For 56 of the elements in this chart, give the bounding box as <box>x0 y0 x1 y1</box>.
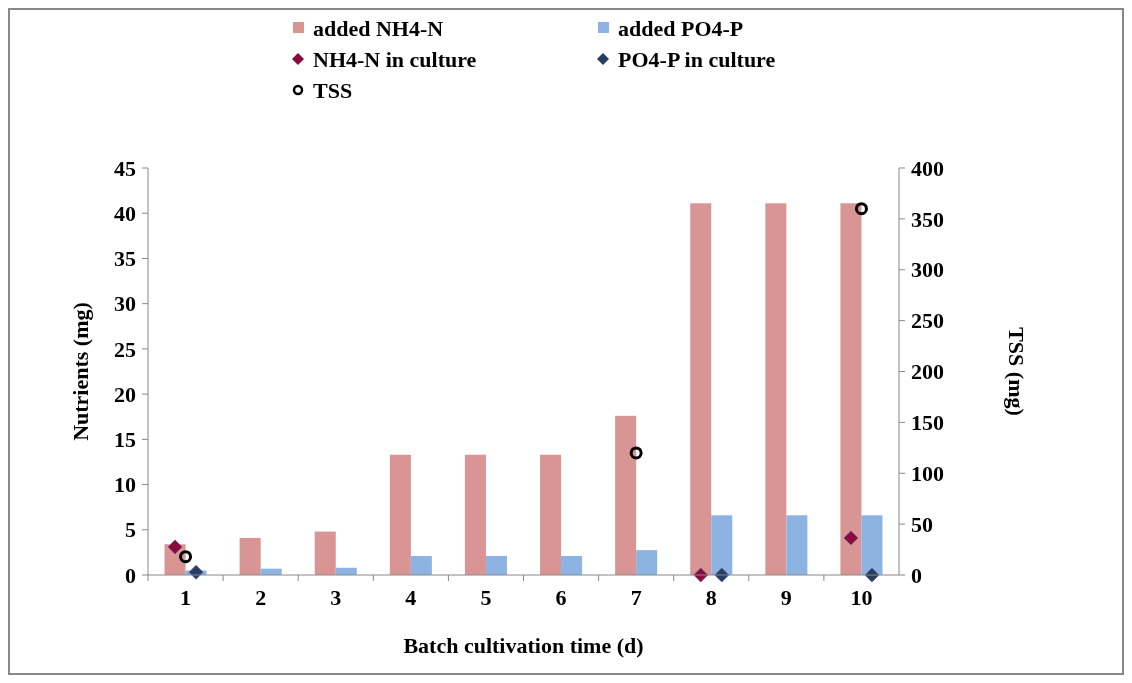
y2-tick-label: 400 <box>911 155 944 181</box>
bar <box>690 203 712 575</box>
x-axis-title: Batch cultivation time (d) <box>403 633 644 658</box>
x-tick-label: 9 <box>780 585 792 610</box>
y2-tick-label: 300 <box>911 257 944 283</box>
x-tick-label: 4 <box>405 585 417 610</box>
y2-tick-label: 150 <box>911 410 944 436</box>
bar <box>711 515 733 575</box>
bar <box>840 203 862 575</box>
y-tick-label: 5 <box>125 517 136 543</box>
y-tick-label: 15 <box>114 427 136 453</box>
x-tick-label: 1 <box>180 585 192 610</box>
bar <box>561 556 583 575</box>
legend-label: added NH4-N <box>313 15 444 41</box>
x-tick-label: 5 <box>480 585 492 610</box>
bar <box>485 556 507 575</box>
y-tick-label: 20 <box>114 381 136 407</box>
bar <box>615 415 637 575</box>
bar <box>239 537 261 575</box>
legend-label: PO4-P in culture <box>618 46 776 72</box>
y-tick-label: 45 <box>114 155 136 181</box>
bar <box>389 454 411 575</box>
y-axis-title: Nutrients (mg) <box>68 302 93 441</box>
bar <box>861 515 883 575</box>
x-tick-label: 2 <box>255 585 267 610</box>
x-tick-label: 6 <box>555 585 567 610</box>
point <box>179 550 193 564</box>
y2-tick-label: 50 <box>911 511 933 537</box>
bar <box>464 454 486 575</box>
bar <box>540 454 562 575</box>
y2-tick-label: 200 <box>911 359 944 385</box>
bar <box>636 550 658 575</box>
point <box>854 202 868 216</box>
y2-tick-label: 100 <box>911 460 944 486</box>
y-tick-label: 40 <box>114 200 136 226</box>
y2-tick-label: 350 <box>911 206 944 232</box>
x-tick-label: 7 <box>630 585 642 610</box>
legend-label: added PO4-P <box>618 15 744 41</box>
bar <box>765 203 787 575</box>
legend-label: TSS <box>313 77 353 103</box>
y-tick-label: 30 <box>114 291 136 317</box>
x-tick-label: 8 <box>705 585 717 610</box>
y2-axis-title: TSS (mg) <box>1004 327 1029 416</box>
x-tick-label: 3 <box>330 585 342 610</box>
bar <box>314 531 336 575</box>
x-tick-label: 10 <box>850 585 873 610</box>
y2-tick-label: 0 <box>911 562 922 588</box>
legend-label: NH4-N in culture <box>313 46 477 72</box>
y2-tick-label: 250 <box>911 308 944 334</box>
y-tick-label: 0 <box>125 562 136 588</box>
y-tick-label: 25 <box>114 336 136 362</box>
point <box>629 446 643 460</box>
bar <box>410 556 432 575</box>
y-tick-label: 35 <box>114 246 136 272</box>
bar <box>786 515 808 575</box>
y-tick-label: 10 <box>114 472 136 498</box>
